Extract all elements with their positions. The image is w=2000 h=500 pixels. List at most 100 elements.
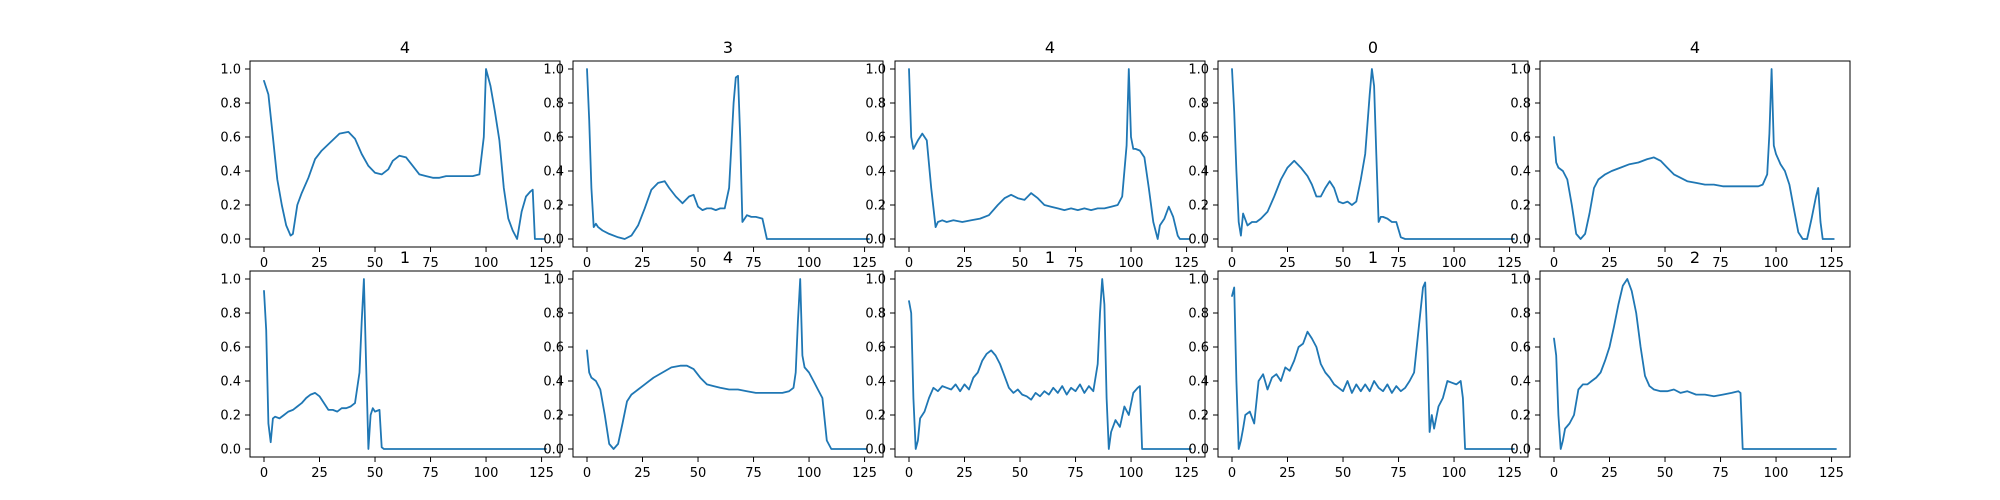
x-tick-label: 125 — [1497, 256, 1522, 271]
x-tick-label: 100 — [474, 256, 499, 271]
axes-frame — [1217, 270, 1529, 458]
x-tick-label: 25 — [311, 256, 328, 271]
y-tick-label: 0.4 — [1510, 375, 1531, 390]
x-tick-label: 75 — [1390, 466, 1407, 481]
x-tick-label: 0 — [1228, 466, 1236, 481]
subplot-6: 1 0 25 50 75 100 125 0.0 0.2 0.4 0.6 0.8 1.0 — [220, 248, 561, 481]
y-tick-label: 0.8 — [220, 97, 241, 112]
x-tick-label: 25 — [956, 466, 973, 481]
axes-frame — [894, 60, 1206, 248]
y-tick-label: 0.2 — [220, 199, 241, 214]
x-tick-label: 50 — [690, 256, 707, 271]
x-tick-label: 50 — [367, 466, 384, 481]
x-tick-label: 50 — [1012, 256, 1029, 271]
axes-frame — [572, 60, 884, 248]
x-tick-label: 75 — [1390, 256, 1407, 271]
x-tick-label: 75 — [422, 256, 439, 271]
y-tick-label: 0.0 — [865, 233, 886, 248]
x-tick-label: 75 — [1067, 256, 1084, 271]
x-tick-label: 100 — [797, 256, 822, 271]
x-tick-label: 0 — [905, 256, 913, 271]
subplot-title: 4 — [400, 38, 410, 57]
x-tick-label: 50 — [690, 466, 707, 481]
y-tick-label: 0.8 — [1510, 97, 1531, 112]
subplot-title: 3 — [723, 38, 733, 57]
y-tick-label: 0.4 — [865, 375, 886, 390]
series-line — [908, 278, 1192, 450]
x-tick-label: 50 — [1657, 466, 1674, 481]
x-tick-label: 50 — [1657, 256, 1674, 271]
subplot-title: 4 — [1045, 38, 1055, 57]
y-tick-label: 1.0 — [220, 63, 241, 78]
x-tick-label: 0 — [1550, 256, 1558, 271]
axes-frame — [249, 270, 561, 458]
x-tick-label: 125 — [852, 256, 877, 271]
x-tick-label: 125 — [1174, 466, 1199, 481]
y-tick-label: 0.4 — [543, 165, 564, 180]
subplot-title: 1 — [1368, 248, 1378, 267]
y-tick-label: 0.4 — [1188, 375, 1209, 390]
x-tick-label: 100 — [474, 466, 499, 481]
x-tick-label: 100 — [1764, 466, 1789, 481]
axes-frame — [1217, 60, 1529, 248]
subplot-title: 1 — [1045, 248, 1055, 267]
y-tick-label: 0.2 — [1510, 199, 1531, 214]
subplot-3: 4 0 25 50 75 100 125 0.0 0.2 0.4 0.6 0.8 1.0 — [865, 38, 1206, 271]
y-tick-label: 0.4 — [220, 165, 241, 180]
axes-frame — [1539, 270, 1851, 458]
x-tick-label: 50 — [367, 256, 384, 271]
x-tick-label: 50 — [1335, 256, 1352, 271]
x-tick-label: 125 — [1819, 466, 1844, 481]
subplot-9: 1 0 25 50 75 100 125 0.0 0.2 0.4 0.6 0.8 1.0 — [1188, 248, 1529, 481]
x-tick-label: 0 — [583, 256, 591, 271]
x-tick-label: 0 — [905, 466, 913, 481]
y-tick-label: 0.8 — [543, 97, 564, 112]
y-tick-label: 1.0 — [865, 63, 886, 78]
y-tick-label: 0.0 — [220, 233, 241, 248]
y-tick-label: 0.0 — [1188, 443, 1209, 458]
x-tick-label: 25 — [634, 256, 651, 271]
y-tick-label: 0.0 — [1510, 443, 1531, 458]
axes-frame — [249, 60, 561, 248]
x-tick-label: 100 — [797, 466, 822, 481]
y-tick-label: 0.8 — [220, 307, 241, 322]
x-tick-label: 75 — [1067, 466, 1084, 481]
subplot-7: 4 0 25 50 75 100 125 0.0 0.2 0.4 0.6 0.8 1.0 — [543, 248, 884, 481]
series-line — [586, 68, 870, 240]
y-tick-label: 0.0 — [543, 443, 564, 458]
y-tick-label: 0.8 — [543, 307, 564, 322]
y-tick-label: 0.6 — [865, 341, 886, 356]
y-tick-label: 0.4 — [1510, 165, 1531, 180]
y-tick-label: 0.6 — [220, 341, 241, 356]
y-tick-label: 0.6 — [543, 341, 564, 356]
x-tick-label: 100 — [1442, 256, 1467, 271]
x-tick-label: 0 — [260, 466, 268, 481]
x-tick-label: 0 — [1550, 466, 1558, 481]
series-line — [586, 278, 868, 450]
subplot-title: 0 — [1368, 38, 1378, 57]
x-tick-label: 125 — [529, 256, 554, 271]
y-tick-label: 0.6 — [543, 131, 564, 146]
x-tick-label: 25 — [311, 466, 328, 481]
y-tick-label: 0.4 — [220, 375, 241, 390]
y-tick-label: 0.2 — [220, 409, 241, 424]
y-tick-label: 1.0 — [543, 273, 564, 288]
y-tick-label: 0.8 — [865, 307, 886, 322]
y-tick-label: 0.2 — [1188, 409, 1209, 424]
subplot-title: 4 — [723, 248, 733, 267]
y-tick-label: 0.8 — [1188, 307, 1209, 322]
y-tick-label: 0.6 — [1510, 131, 1531, 146]
y-tick-label: 0.2 — [543, 409, 564, 424]
subplot-4: 0 0 25 50 75 100 125 0.0 0.2 0.4 0.6 0.8 1.0 — [1188, 38, 1529, 271]
x-tick-label: 25 — [1601, 256, 1618, 271]
axes-frame — [572, 270, 884, 458]
x-tick-label: 125 — [1819, 256, 1844, 271]
y-tick-label: 0.6 — [1188, 341, 1209, 356]
x-tick-label: 50 — [1012, 466, 1029, 481]
y-tick-label: 0.4 — [543, 375, 564, 390]
x-tick-label: 25 — [1279, 256, 1296, 271]
x-tick-label: 0 — [1228, 256, 1236, 271]
series-line — [1231, 281, 1515, 450]
x-tick-label: 25 — [1601, 466, 1618, 481]
